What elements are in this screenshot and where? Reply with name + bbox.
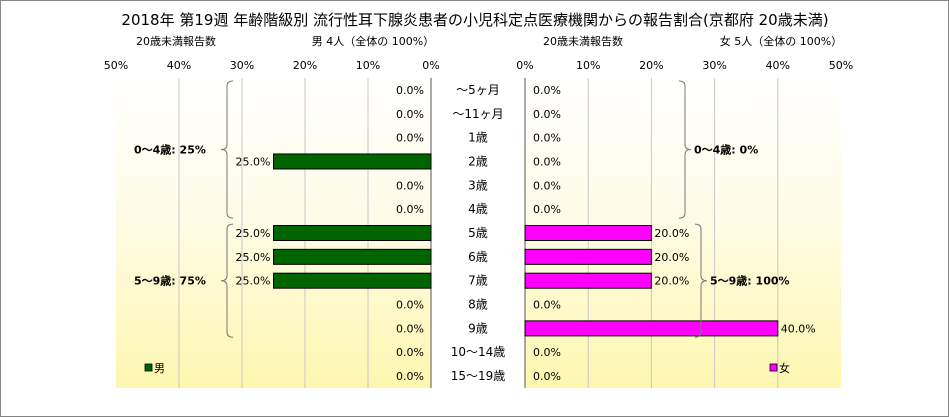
category-label: 3歳 <box>468 178 488 192</box>
male-bar-value-label: 0.0% <box>396 370 424 383</box>
right-x-tick-label: 50% <box>829 59 853 72</box>
left-x-tick-label: 30% <box>230 59 254 72</box>
male-bar-value-label: 0.0% <box>396 108 424 121</box>
female-bar-value-label: 0.0% <box>533 299 561 312</box>
female-bar <box>524 272 652 289</box>
right-subtitle-total: 女 5人（全体の 100%） <box>720 34 842 48</box>
right-x-tick-label: 10% <box>576 59 600 72</box>
category-label: 7歳 <box>468 274 488 288</box>
male-bar-value-label: 0.0% <box>396 322 424 335</box>
left-x-tick-label: 0% <box>422 59 439 72</box>
female-bar <box>524 248 652 265</box>
right-bracket-label: 0～4歳: 0% <box>694 143 758 157</box>
male-bar-value-label: 0.0% <box>396 179 424 192</box>
age-group-bracket <box>678 80 692 219</box>
male-bar-value-label: 0.0% <box>396 132 424 145</box>
male-legend-swatch <box>144 363 153 372</box>
left-x-tick-label: 10% <box>356 59 380 72</box>
right-bracket-label: 5～9歳: 100% <box>710 274 790 288</box>
category-label: 2歳 <box>468 154 488 168</box>
chart-title: 2018年 第19週 年齢階級別 流行性耳下腺炎患者の小児科定点医療機関からの報… <box>121 11 828 29</box>
female-bar-value-label: 20.0% <box>654 275 689 288</box>
left-x-tick-label: 20% <box>293 59 317 72</box>
category-label: 8歳 <box>468 298 488 312</box>
male-bar-value-label: 0.0% <box>396 299 424 312</box>
left-bracket-label: 0～4歳: 25% <box>134 143 206 157</box>
female-legend-label: 女 <box>779 361 790 375</box>
male-bar-value-label: 0.0% <box>396 346 424 359</box>
category-label: 5歳 <box>468 226 488 240</box>
age-group-bracket <box>694 223 708 338</box>
female-bar-value-label: 0.0% <box>533 132 561 145</box>
male-bar <box>273 225 432 241</box>
female-bar <box>524 225 652 241</box>
female-legend-swatch <box>769 363 778 372</box>
male-bar-value-label: 0.0% <box>396 203 424 216</box>
left-x-tick-label: 50% <box>104 59 128 72</box>
male-bar <box>273 248 432 265</box>
right-subtitle-count: 20歳未満報告数 <box>543 35 623 48</box>
female-bar-value-label: 0.0% <box>533 179 561 192</box>
female-bar-value-label: 0.0% <box>533 84 561 97</box>
female-bar-value-label: 0.0% <box>533 108 561 121</box>
male-legend-label: 男 <box>154 362 165 375</box>
female-bar-value-label: 20.0% <box>654 251 689 264</box>
left-subtitle-total: 男 4人（全体の 100%） <box>312 34 434 48</box>
male-bar-value-label: 25.0% <box>236 275 271 288</box>
right-x-tick-label: 0% <box>516 59 533 72</box>
male-bar-value-label: 25.0% <box>236 227 271 240</box>
category-label: 15～19歳 <box>451 369 506 383</box>
left-bracket-label: 5～9歳: 75% <box>134 274 206 288</box>
category-label: 4歳 <box>468 202 488 216</box>
male-bar <box>273 272 432 289</box>
category-label: 6歳 <box>468 250 488 264</box>
age-group-bracket <box>220 80 234 219</box>
female-bar <box>524 320 779 337</box>
category-label: 1歳 <box>468 131 488 145</box>
category-label: 9歳 <box>468 321 488 335</box>
female-bar-value-label: 0.0% <box>533 203 561 216</box>
female-bar-value-label: 0.0% <box>533 346 561 359</box>
age-group-bracket <box>220 223 234 338</box>
male-bar <box>273 153 432 170</box>
female-bar-value-label: 20.0% <box>654 227 689 240</box>
right-x-tick-label: 40% <box>766 59 790 72</box>
category-label: ～11ヶ月 <box>452 107 503 121</box>
left-subtitle-count: 20歳未満報告数 <box>136 35 216 48</box>
male-bar-value-label: 25.0% <box>236 251 271 264</box>
left-x-tick-label: 40% <box>167 59 191 72</box>
right-x-tick-label: 20% <box>639 59 663 72</box>
female-bar-value-label: 0.0% <box>533 155 561 168</box>
female-bar-value-label: 40.0% <box>781 322 816 335</box>
male-bar-value-label: 0.0% <box>396 84 424 97</box>
female-bar-value-label: 0.0% <box>533 370 561 383</box>
category-label: ～5ヶ月 <box>456 83 500 97</box>
right-x-tick-label: 30% <box>702 59 726 72</box>
male-bar-value-label: 25.0% <box>236 155 271 168</box>
category-label: 10～14歳 <box>451 345 506 359</box>
